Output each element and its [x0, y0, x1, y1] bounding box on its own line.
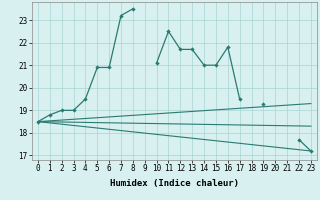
X-axis label: Humidex (Indice chaleur): Humidex (Indice chaleur): [110, 179, 239, 188]
